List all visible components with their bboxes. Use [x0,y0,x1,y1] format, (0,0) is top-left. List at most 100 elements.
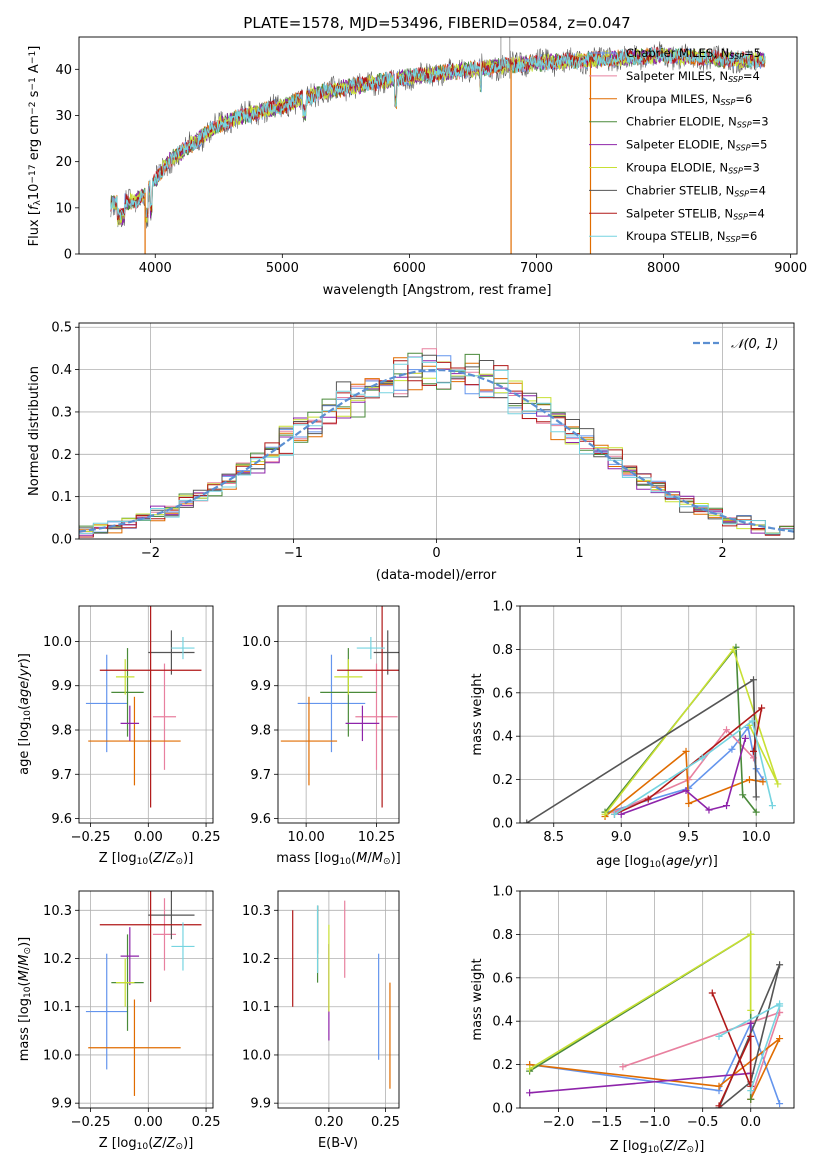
x-tick-label: 2 [718,546,726,561]
weight-marker-5 [747,930,755,938]
weight-line-8 [614,720,774,815]
legend-entry-part: =4 [743,69,760,83]
weight-marker-1 [619,1063,627,1071]
weight-marker-0 [728,745,736,753]
legend-entry-part: Chabrier ELODIE, N [626,115,737,129]
x-axis-label-part: ⊙ [176,1142,184,1152]
x-axis-label: mass [log10(M/M⊙)] [276,851,400,867]
y-axis-label-part: )] [17,937,32,947]
chart-ebv-mass: 0.20 0.25 9.9 10.0 10.1 10.2 10.3 E(B-V) [242,890,400,1151]
weight-marker-7 [758,704,766,712]
y-tick-label: 10.2 [43,952,72,967]
axes-frame [78,890,214,1109]
x-tick-label: 0.0 [740,1115,761,1130]
y-tick-label: 0.0 [492,1102,513,1117]
chart-age-weight: 8.5 9.0 9.5 10.0 0.0 0.2 0.4 0.6 0.8 1.0 age [log1… [470,600,795,870]
legend-entry-part: Salpeter STELIB, N [626,206,733,220]
legend-entry-0: Chabrier MILES, NSSP=5 [626,46,761,61]
weight-line-1 [622,1011,781,1101]
legend-entry-2: Kroupa MILES, NSSP=6 [626,92,752,107]
x-axis-label-part: ( [351,851,356,866]
legend-entry-8: Kroupa STELIB, NSSP=6 [626,229,757,244]
y-tick-label: 0.5 [51,321,72,336]
weight-marker-3 [747,1095,755,1103]
x-axis-label-part: )] [708,854,718,869]
weight-marker-6 [750,676,758,684]
plot-area [280,606,399,808]
x-axis-label: Z [log10(Z/Z⊙)] [610,1139,705,1155]
weight-marker-5 [729,645,737,653]
x-tick-label: 0.00 [134,1115,163,1130]
y-tick-label: 9.7 [250,768,271,783]
x-axis-label-part: Z [663,1139,674,1154]
weight-marker-4 [741,734,749,742]
x-tick-label: 0.25 [371,1115,400,1130]
x-tick-label: 0 [432,546,440,561]
plot-area [292,900,391,1089]
weight-marker-8 [748,717,756,725]
x-axis-label-part: 10 [649,860,661,870]
x-tick-label: 10.0 [742,830,771,845]
weight-marker-4 [682,786,690,794]
x-tick-label: 4000 [139,261,172,276]
weight-marker-7 [750,747,758,755]
legend-entry-part: SSP [726,235,741,244]
y-tick-label: 10.3 [43,904,72,919]
y-tick-label: 9.9 [51,1097,72,1112]
y-tick-label: 0.2 [492,1058,513,1073]
x-axis-label-part: 10 [648,1145,660,1155]
weight-line-5 [529,933,752,1070]
legend-entry-part: Chabrier STELIB, N [626,183,734,197]
x-tick-label: 1 [575,546,583,561]
y-tick-label: 9.9 [250,679,271,694]
legend-entry-part: SSP [729,52,744,61]
x-tick-label: −0.25 [71,830,111,845]
weight-marker-1 [723,726,731,734]
x-tick-label: −1.5 [591,1115,623,1130]
weight-marker-8 [610,810,618,818]
y-tick-label: 1.0 [492,885,513,900]
weight-marker-8 [698,754,706,762]
plot-area [523,643,782,823]
x-axis-label-part: ⊙ [383,857,391,867]
y-tick-label: 10.0 [43,1048,72,1063]
x-tick-label: 9000 [774,261,807,276]
plot-area [85,606,202,808]
y-tick-label: 0.8 [492,643,513,658]
x-axis-label-part: / [367,851,372,866]
y-axis-label-part: Flux [ [27,210,42,246]
weight-marker-7 [747,1032,755,1040]
y-axis-label-part: / [17,676,32,681]
y-tick-label: 0.6 [492,686,513,701]
x-axis-label-part: )] [391,851,401,866]
y-axis-label-part: λ [33,200,43,206]
y-axis-label-part: 10 [23,986,33,998]
y-tick-label: 0.6 [492,971,513,986]
chart-title: PLATE=1578, MJD=53496, FIBERID=0584, z=0… [243,14,630,32]
weight-marker-6 [523,819,531,823]
weight-marker-5 [774,780,782,788]
y-tick-label: 9.9 [250,1097,271,1112]
weight-marker-2 [685,799,693,807]
y-axis-label-part: age [17,681,32,705]
y-tick-label: 10.3 [242,904,271,919]
legend-entry-part: SSP [737,121,752,130]
y-tick-label: 1.0 [492,600,513,615]
weight-marker-4 [723,802,731,810]
x-axis-label-part: age [log [596,854,649,869]
y-tick-label: 0.8 [492,928,513,943]
spectrum-line-8 [110,47,766,221]
weight-marker-2 [776,1035,784,1043]
y-axis-label: age [log10(age/yr)] [17,653,33,775]
y-axis-label-part: −1 [28,77,38,90]
y-tick-label: 0.0 [51,533,72,548]
y-tick-label: 10 [55,201,72,216]
y-axis-label-part: ⊙ [23,947,33,955]
weight-marker-2 [715,1082,723,1090]
y-axis-label-part: −1 [28,51,38,64]
x-tick-label: 9.0 [611,830,632,845]
x-axis-label-part: M [356,851,367,866]
x-axis-label: wavelength [Angstrom, rest frame] [323,283,552,298]
x-axis-label-part: 10 [137,1142,149,1152]
y-axis-label-part: )] [17,653,32,663]
